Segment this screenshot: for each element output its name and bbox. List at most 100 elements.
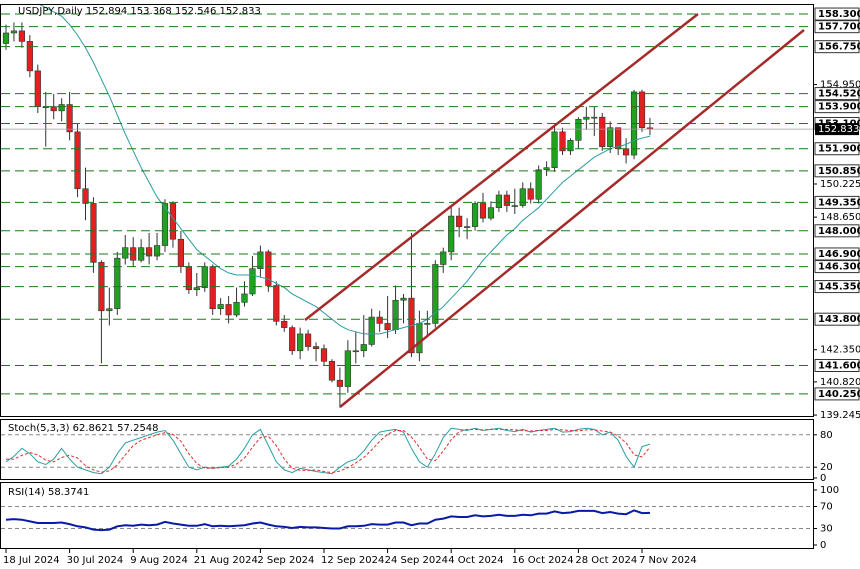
candle-body <box>432 264 439 324</box>
candle-body <box>193 287 200 291</box>
candle-body <box>146 247 153 257</box>
candle-body <box>50 106 57 112</box>
candle-body <box>376 316 383 324</box>
candle-body <box>257 251 264 269</box>
level-label-box <box>814 387 860 401</box>
candle-body <box>495 194 503 208</box>
level-label-box <box>814 87 860 101</box>
y-tick-label: 139.245 <box>820 410 860 421</box>
level-label-box <box>814 247 860 261</box>
series-line <box>6 428 651 474</box>
main-panel <box>0 4 814 417</box>
x-tick-label: 30 Jul 2024 <box>67 555 124 566</box>
candle-body <box>360 344 367 352</box>
level-label-box <box>814 224 860 238</box>
level-label: 156.750 <box>818 42 860 53</box>
series-line <box>39 5 651 335</box>
level-label-box <box>814 280 860 294</box>
candle-body <box>535 169 542 200</box>
candle-body <box>336 379 344 387</box>
candle-body <box>384 323 391 331</box>
x-tick-label: 2 Sep 2024 <box>257 555 314 566</box>
x-tick-label: 24 Sep 2024 <box>385 555 448 566</box>
candle-body <box>527 188 534 200</box>
candle-body <box>575 118 582 141</box>
rsi-panel <box>0 482 814 549</box>
candle-body <box>2 32 10 44</box>
x-tick-label: 7 Nov 2024 <box>639 555 697 566</box>
candle-body <box>320 348 328 362</box>
candle-body <box>177 238 185 267</box>
candle-body <box>607 127 614 147</box>
level-label-box <box>814 40 860 54</box>
level-label-box <box>814 7 860 21</box>
candle-body <box>567 140 574 152</box>
candle-body <box>392 299 399 331</box>
level-label-box <box>814 358 860 372</box>
candle-body <box>82 188 89 204</box>
y-tick-label: 20 <box>820 462 833 473</box>
level-label-box <box>814 100 860 114</box>
level-label-box <box>814 20 860 34</box>
candle-body <box>551 131 558 168</box>
candle-body <box>241 293 248 303</box>
level-label-box <box>814 195 860 209</box>
candle-body <box>622 148 630 156</box>
y-tick-label: 154.950 <box>820 80 860 91</box>
candle-body <box>400 297 407 301</box>
candle-body <box>201 266 208 288</box>
candle-body <box>273 285 280 322</box>
level-label-box <box>814 312 860 326</box>
candle-body <box>265 251 272 286</box>
candle-body <box>479 203 487 219</box>
candle-body <box>66 104 73 133</box>
candle-body <box>487 207 495 219</box>
level-label: 154.520 <box>818 89 860 100</box>
level-label-box <box>814 260 860 274</box>
y-tick-label: 80 <box>820 430 833 441</box>
candle-body <box>463 226 471 228</box>
series-line <box>5 509 651 532</box>
level-label-box <box>814 164 860 178</box>
level-label: 146.300 <box>818 262 860 273</box>
x-tick-label: 21 Aug 2024 <box>194 555 258 566</box>
candle-body <box>281 320 288 328</box>
level-label: 143.800 <box>818 314 860 325</box>
candle-body <box>10 30 18 34</box>
x-tick-label: 18 Jul 2024 <box>3 555 60 566</box>
candle-body <box>225 304 232 316</box>
channel-lower <box>339 29 805 408</box>
candle-body <box>416 323 423 354</box>
candle-body <box>638 91 646 128</box>
candle-body <box>209 266 216 309</box>
last-price-box <box>815 123 859 136</box>
level-label: 150.850 <box>818 166 860 177</box>
candle-body <box>58 104 65 112</box>
candle-body <box>328 360 336 381</box>
candle-body <box>448 215 455 253</box>
channel <box>304 13 805 408</box>
candle-body <box>161 203 169 246</box>
series-line <box>5 427 651 475</box>
candle-body <box>153 245 161 257</box>
candle-body <box>511 205 518 207</box>
x-tick-label: 12 Sep 2024 <box>321 555 384 566</box>
candle-body <box>122 247 129 259</box>
candle-body <box>519 188 526 206</box>
stoch-panel <box>0 419 814 480</box>
level-label: 151.900 <box>818 144 860 155</box>
level-label: 157.700 <box>818 22 860 33</box>
y-tick-label: 30 <box>820 524 833 535</box>
candle-body <box>106 308 113 312</box>
x-tick-label: 28 Oct 2024 <box>575 555 637 566</box>
candle-body <box>471 203 479 227</box>
y-tick-label: 150.225 <box>820 179 860 190</box>
x-tick-label: 9 Aug 2024 <box>130 555 188 566</box>
level-label: 158.300 <box>818 9 860 20</box>
y-tick-label: 100 <box>820 485 839 496</box>
y-tick-label: 70 <box>820 502 833 513</box>
y-tick-label: 142.350 <box>820 345 860 356</box>
